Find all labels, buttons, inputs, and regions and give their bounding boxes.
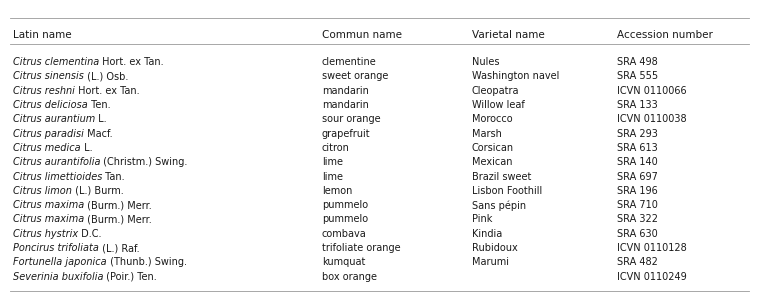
Text: Citrus limon: Citrus limon [13,186,72,196]
Text: Lisbon Foothill: Lisbon Foothill [472,186,542,196]
Text: lemon: lemon [322,186,352,196]
Text: kumquat: kumquat [322,257,365,267]
Text: Poncirus trifoliata: Poncirus trifoliata [13,243,99,253]
Text: Hort. ex Tan.: Hort. ex Tan. [75,86,140,96]
Text: Commun name: Commun name [322,30,402,40]
Text: Mexican: Mexican [472,157,512,167]
Text: (L.) Raf.: (L.) Raf. [99,243,140,253]
Text: Marsh: Marsh [472,129,502,139]
Text: Corsican: Corsican [472,143,514,153]
Text: Macf.: Macf. [84,129,112,139]
Text: Accession number: Accession number [617,30,713,40]
Text: Citrus maxima: Citrus maxima [13,214,84,225]
Text: ICVN 0110249: ICVN 0110249 [617,272,687,282]
Text: ICVN 0110038: ICVN 0110038 [617,114,687,124]
Text: SRA 133: SRA 133 [617,100,658,110]
Text: Citrus limettioides: Citrus limettioides [13,171,102,181]
Text: Fortunella japonica: Fortunella japonica [13,257,106,267]
Text: Kindia: Kindia [472,229,502,239]
Text: ICVN 0110128: ICVN 0110128 [617,243,687,253]
Text: (Burm.) Merr.: (Burm.) Merr. [84,200,152,210]
Text: L.: L. [80,143,93,153]
Text: Severinia buxifolia: Severinia buxifolia [13,272,103,282]
Text: SRA 697: SRA 697 [617,171,658,181]
Text: SRA 498: SRA 498 [617,57,658,67]
Text: Citrus sinensis: Citrus sinensis [13,71,84,81]
Text: Citrus hystrix: Citrus hystrix [13,229,78,239]
Text: Ten.: Ten. [88,100,110,110]
Text: SRA 196: SRA 196 [617,186,658,196]
Text: Sans pépin: Sans pépin [472,200,526,211]
Text: Citrus aurantium: Citrus aurantium [13,114,95,124]
Text: Citrus paradisi: Citrus paradisi [13,129,84,139]
Text: SRA 630: SRA 630 [617,229,658,239]
Text: Citrus maxima: Citrus maxima [13,200,84,210]
Text: trifoliate orange: trifoliate orange [322,243,401,253]
Text: SRA 140: SRA 140 [617,157,658,167]
Text: (Thunb.) Swing.: (Thunb.) Swing. [106,257,187,267]
Text: Cleopatra: Cleopatra [472,86,519,96]
Text: grapefruit: grapefruit [322,129,370,139]
Text: SRA 322: SRA 322 [617,214,658,225]
Text: SRA 482: SRA 482 [617,257,658,267]
Text: D.C.: D.C. [78,229,102,239]
Text: pummelo: pummelo [322,200,368,210]
Text: Marumi: Marumi [472,257,509,267]
Text: SRA 613: SRA 613 [617,143,658,153]
Text: Rubidoux: Rubidoux [472,243,518,253]
Text: Washington navel: Washington navel [472,71,559,81]
Text: box orange: box orange [322,272,377,282]
Text: (L.) Burm.: (L.) Burm. [72,186,124,196]
Text: combava: combava [322,229,367,239]
Text: Nules: Nules [472,57,499,67]
Text: Varietal name: Varietal name [472,30,545,40]
Text: SRA 710: SRA 710 [617,200,658,210]
Text: Tan.: Tan. [102,171,125,181]
Text: (Poir.) Ten.: (Poir.) Ten. [103,272,157,282]
Text: Morocco: Morocco [472,114,512,124]
Text: Hort. ex Tan.: Hort. ex Tan. [99,57,164,67]
Text: Citrus deliciosa: Citrus deliciosa [13,100,88,110]
Text: ICVN 0110066: ICVN 0110066 [617,86,687,96]
Text: mandarin: mandarin [322,100,369,110]
Text: (L.) Osb.: (L.) Osb. [84,71,128,81]
Text: sour orange: sour orange [322,114,380,124]
Text: Citrus aurantifolia: Citrus aurantifolia [13,157,100,167]
Text: Citrus clementina: Citrus clementina [13,57,99,67]
Text: Citrus medica: Citrus medica [13,143,80,153]
Text: SRA 555: SRA 555 [617,71,658,81]
Text: (Burm.) Merr.: (Burm.) Merr. [84,214,152,225]
Text: Pink: Pink [472,214,493,225]
Text: lime: lime [322,171,343,181]
Text: Citrus reshni: Citrus reshni [13,86,75,96]
Text: lime: lime [322,157,343,167]
Text: Willow leaf: Willow leaf [472,100,524,110]
Text: mandarin: mandarin [322,86,369,96]
Text: sweet orange: sweet orange [322,71,389,81]
Text: citron: citron [322,143,350,153]
Text: SRA 293: SRA 293 [617,129,658,139]
Text: (Christm.) Swing.: (Christm.) Swing. [100,157,188,167]
Text: Latin name: Latin name [13,30,71,40]
Text: clementine: clementine [322,57,376,67]
Text: pummelo: pummelo [322,214,368,225]
Text: L.: L. [95,114,107,124]
Text: Brazil sweet: Brazil sweet [472,171,531,181]
